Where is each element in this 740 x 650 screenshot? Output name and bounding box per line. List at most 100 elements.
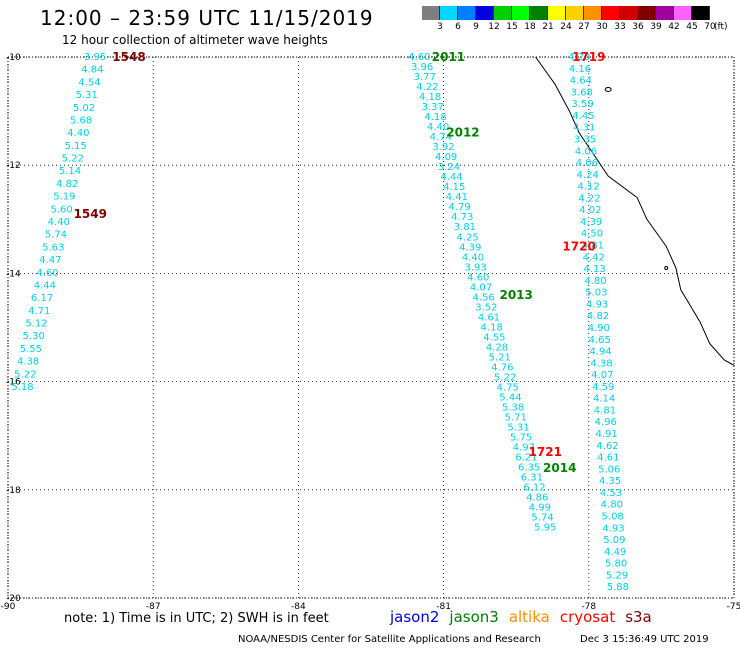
wave-height-value: 5.31 — [507, 423, 529, 434]
wave-height-value: 5.12 — [25, 319, 47, 330]
colorbar-swatch — [512, 6, 530, 20]
wave-height-value: 4.44 — [440, 172, 462, 183]
wave-height-value: 4.40 — [67, 128, 89, 139]
colorbar-label: 27 — [578, 22, 590, 32]
longitude-tick-label: -78 — [581, 602, 596, 612]
colorbar-swatch — [530, 6, 548, 20]
legend-altika: altika — [508, 608, 550, 626]
pass-time-label: 1549 — [74, 207, 107, 221]
wave-height-value: 4.14 — [593, 394, 615, 405]
wave-height-value: 4.20 — [568, 52, 590, 63]
pass-time-label: 1720 — [562, 239, 595, 253]
wave-height-value: 4.24 — [577, 170, 599, 181]
wave-height-value: 5.63 — [42, 242, 64, 253]
wave-height-value: 6.21 — [515, 453, 537, 464]
wave-height-value: 4.76 — [491, 362, 513, 373]
wave-height-value: 4.60 — [408, 52, 430, 63]
wave-height-value: 5.95 — [534, 523, 556, 534]
wave-height-value: 5.09 — [603, 535, 625, 546]
longitude-tick-label: -84 — [291, 602, 306, 612]
wave-height-value: 3.96 — [411, 62, 433, 73]
map-frame — [7, 56, 735, 599]
colorbar-label: 21 — [542, 22, 554, 32]
wave-height-value: 4.84 — [81, 65, 103, 76]
map-title: 12:00 – 23:59 UTC 11/15/2019 — [40, 6, 374, 30]
colorbar-label: 18 — [524, 22, 536, 32]
wave-height-value: 5.18 — [11, 382, 33, 393]
wave-height-value: 3.68 — [571, 87, 593, 98]
wave-height-value: 5.03 — [585, 288, 607, 299]
wave-height-value: 4.90 — [588, 323, 610, 334]
wave-height-value: 4.56 — [473, 292, 495, 303]
wave-height-value: 4.40 — [462, 252, 484, 263]
wave-height-value: 5.75 — [510, 433, 532, 444]
longitude-tick-label: -87 — [146, 602, 161, 612]
wave-height-value: 4.31 — [573, 123, 595, 134]
credit-text: NOAA/NESDIS Center for Satellite Applica… — [238, 634, 541, 645]
wave-height-value: 5.44 — [499, 392, 521, 403]
wave-height-value: 5.68 — [70, 115, 92, 126]
wave-height-value: 5.55 — [20, 344, 42, 355]
wave-height-value: 6.31 — [521, 473, 543, 484]
satellite-legend: jason2 jason3 altika cryosat s3a — [390, 608, 662, 626]
wave-height-value: 4.59 — [592, 382, 614, 393]
wave-height-value: 3.24 — [438, 162, 460, 173]
wave-height-value: 4.39 — [580, 217, 602, 228]
wave-height-value: 4.86 — [526, 493, 548, 504]
wave-height-value: 4.12 — [577, 182, 599, 193]
wave-height-value: 5.60 — [50, 204, 72, 215]
colorbar-swatch — [566, 6, 584, 20]
wave-height-value: 3.37 — [422, 102, 444, 113]
pass-time-label: 2011 — [432, 50, 465, 64]
wave-height-value: 3.77 — [414, 72, 436, 83]
wave-height-value: 5.71 — [505, 413, 527, 424]
wave-height-value: 4.22 — [578, 193, 600, 204]
colorbar-label: 15 — [506, 22, 518, 32]
colorbar-swatch — [584, 6, 602, 20]
wave-height-value: 4.54 — [78, 77, 100, 88]
wave-height-value: 3.59 — [571, 99, 593, 110]
colorbar-label: 24 — [560, 22, 572, 32]
longitude-tick-label: -75 — [727, 602, 740, 612]
latitude-tick-label: -12 — [6, 161, 21, 171]
wave-height-value: 4.49 — [604, 547, 626, 558]
wave-height-value: 3.52 — [475, 302, 497, 313]
wave-height-value: 5.19 — [53, 192, 75, 203]
wave-height-value: 4.61 — [478, 312, 500, 323]
wave-height-value: 4.07 — [470, 282, 492, 293]
wave-height-value: 3.35 — [574, 134, 596, 145]
wave-height-value: 5.08 — [602, 511, 624, 522]
timestamp-text: Dec 3 15:36:49 UTC 2019 — [580, 634, 709, 645]
wave-height-value: 4.71 — [28, 306, 50, 317]
longitude-tick-label: -90 — [1, 602, 16, 612]
legend-cryosat: cryosat — [559, 608, 616, 626]
wave-height-value: 4.47 — [39, 255, 61, 266]
colorbar-label: 42 — [668, 22, 680, 32]
island-outline — [664, 265, 669, 270]
colorbar-swatch — [494, 6, 512, 20]
pass-time-label: 2012 — [446, 126, 479, 140]
pass-time-label: 2014 — [543, 461, 576, 475]
wave-height-value: 5.15 — [64, 141, 86, 152]
wave-height-value: 5.31 — [76, 90, 98, 101]
colorbar-swatch — [638, 6, 656, 20]
wave-height-value: 4.28 — [486, 342, 508, 353]
colorbar-swatch — [656, 6, 674, 20]
longitude-tick-label: -81 — [436, 602, 451, 612]
colorbar-label: 3 — [437, 22, 443, 32]
wave-height-value: 6.17 — [31, 293, 53, 304]
pass-time-label: 2013 — [499, 288, 532, 302]
wave-height-value: 5.88 — [607, 582, 629, 593]
wave-height-value: 4.55 — [483, 332, 505, 343]
wave-height-value: 4.99 — [529, 503, 551, 514]
wave-height-value: 4.65 — [589, 335, 611, 346]
wave-height-value: 3.92 — [432, 142, 454, 153]
wave-height-value: 4.44 — [34, 280, 56, 291]
wave-height-value: 4.07 — [591, 370, 613, 381]
wave-height-value: 3.93 — [464, 262, 486, 273]
colorbar-label: 39 — [650, 22, 662, 32]
map-subtitle: 12 hour collection of altimeter wave hei… — [62, 33, 328, 47]
legend-jason2: jason2 — [390, 608, 440, 626]
legend-jason3: jason3 — [449, 608, 499, 626]
